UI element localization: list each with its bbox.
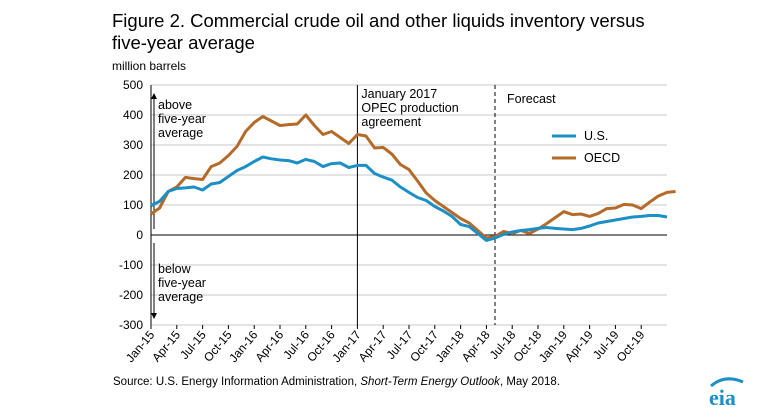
opec-annotation: OPEC production <box>361 101 458 115</box>
x-tick-label: Apr-18 <box>459 328 493 365</box>
y-tick-label: 500 <box>123 78 143 92</box>
x-tick-label: Jan-18 <box>433 328 468 365</box>
source-prefix: Source: U.S. Energy Information Administ… <box>113 376 361 388</box>
chart-title-line-2: five-year average <box>112 32 255 53</box>
series-line-oecd <box>150 113 676 240</box>
below-average-label: average <box>158 290 203 304</box>
y-tick-label: 100 <box>123 198 143 212</box>
source-note: Source: U.S. Energy Information Administ… <box>113 376 560 388</box>
y-tick-label: 0 <box>136 228 143 242</box>
series-line-us <box>150 155 668 242</box>
y-axis-unit-label: million barrels <box>112 59 187 73</box>
legend-label-us: U.S. <box>584 129 608 143</box>
forecast-label: Forecast <box>507 92 556 106</box>
up-arrow-icon <box>151 93 157 99</box>
x-tick-label: Jan-15 <box>123 328 158 365</box>
x-tick-label: Jan-19 <box>536 328 571 365</box>
x-tick-label: Oct-19 <box>614 328 648 365</box>
opec-annotation: agreement <box>361 115 421 129</box>
source-publication: Short-Term Energy Outlook <box>360 376 500 388</box>
y-tick-label: -100 <box>119 258 143 272</box>
chart-title-line-1: Figure 2. Commercial crude oil and other… <box>112 10 645 31</box>
x-tick-label: Apr-19 <box>562 328 596 365</box>
x-tick-label: Apr-15 <box>149 328 183 365</box>
below-average-label: below <box>158 262 192 276</box>
eia-logo-text: eia <box>709 385 736 410</box>
y-tick-label: 300 <box>123 138 143 152</box>
eia-logo: eia <box>709 377 744 410</box>
opec-annotation: January 2017 <box>361 87 437 101</box>
y-tick-label: 400 <box>123 108 143 122</box>
y-tick-label: 200 <box>123 168 143 182</box>
source-suffix: , May 2018. <box>499 376 561 388</box>
eia-logo-swoosh-icon <box>710 377 744 388</box>
x-tick-label: Jan-16 <box>226 328 261 365</box>
above-average-label: average <box>158 126 203 140</box>
down-arrow-icon <box>151 313 157 319</box>
x-tick-label: Apr-17 <box>356 328 390 365</box>
above-average-label: above <box>158 98 192 112</box>
above-average-label: five-year <box>158 112 206 126</box>
y-tick-label: -300 <box>119 318 143 332</box>
chart-title: Figure 2. Commercial crude oil and other… <box>112 10 752 54</box>
x-tick-label: Apr-16 <box>252 328 286 365</box>
below-average-label: five-year <box>158 276 206 290</box>
legend-label-oecd: OECD <box>584 151 620 165</box>
y-tick-label: -200 <box>119 288 143 302</box>
